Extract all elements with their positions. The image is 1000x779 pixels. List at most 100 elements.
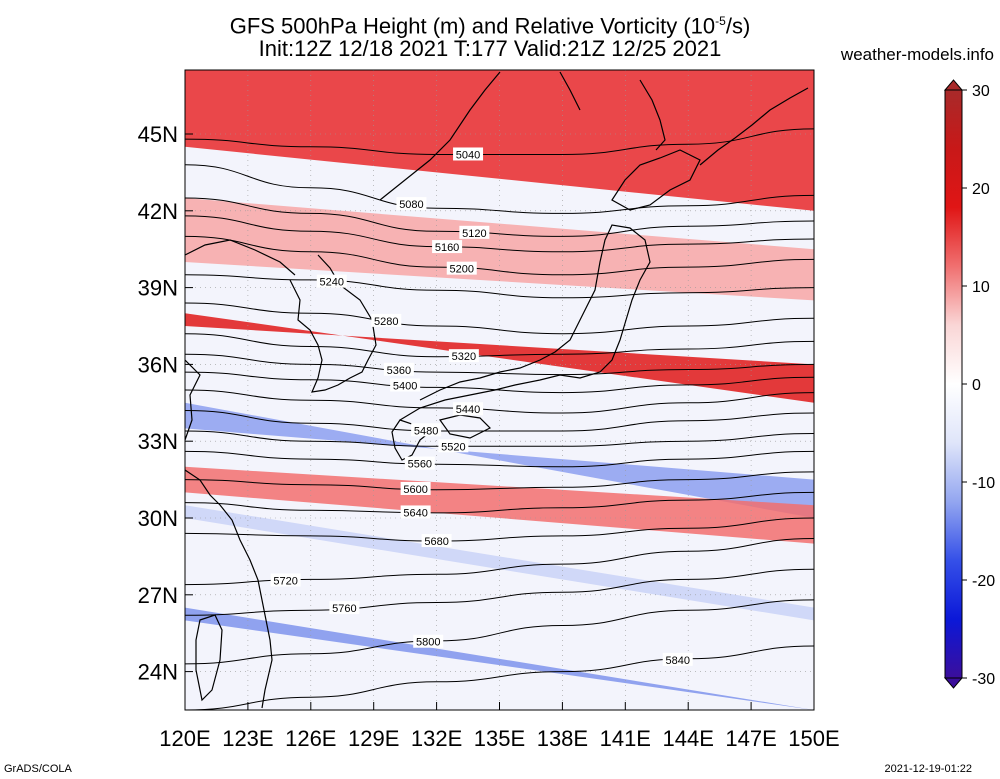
colorbar-top-arrow	[943, 79, 964, 91]
footer-software: GrADS/COLA	[4, 763, 72, 775]
colorbar-tick-label-1: 20	[972, 181, 990, 198]
y-tick-label-0: 45N	[138, 122, 178, 147]
y-tick-label-4: 33N	[138, 429, 178, 454]
contour-label-5040: 5040	[456, 149, 480, 161]
contour-label-bg-5640	[400, 505, 431, 519]
x-tick-label-7: 141E	[600, 726, 651, 751]
x-tick-label-2: 126E	[285, 726, 336, 751]
contour-line-5760	[185, 568, 814, 616]
brand-label: weather-models.info	[840, 45, 994, 64]
contour-line-5080	[185, 164, 814, 214]
colorbar-gradient	[944, 89, 963, 679]
x-tick-label-9: 147E	[725, 726, 776, 751]
contour-line-5440	[185, 389, 814, 414]
contour-label-5120: 5120	[462, 228, 486, 240]
contour-line-5560	[185, 450, 814, 468]
contour-line-5120	[185, 197, 814, 237]
contour-line-5040	[185, 128, 814, 155]
contour-label-bg-5120	[459, 225, 490, 239]
contour-label-5480: 5480	[414, 425, 438, 437]
contour-label-5200: 5200	[450, 264, 474, 276]
contour-line-5200	[185, 235, 814, 276]
y-tick-label-5: 30N	[138, 506, 178, 531]
y-tick-label-2: 39N	[138, 276, 178, 301]
x-tick-label-1: 123E	[222, 726, 273, 751]
coastline-kurils	[699, 87, 809, 166]
vorticity-band-2	[185, 313, 814, 403]
contour-label-bg-5440	[453, 402, 484, 416]
contour-label-bg-5600	[400, 481, 431, 495]
colorbar-tick-label-0: 30	[972, 83, 990, 100]
colorbar-ticks: 30 20 10 0 -10 -20 -30	[962, 83, 995, 688]
contour-label-5800: 5800	[416, 637, 440, 649]
contour-label-bg-5080	[396, 197, 427, 211]
chart-title-line2: Init:12Z 12/18 2021 T:177 Valid:21Z 12/2…	[258, 36, 722, 61]
contour-line-5320	[185, 333, 814, 358]
contour-label-bg-5480	[411, 423, 442, 437]
contour-label-5240: 5240	[320, 277, 344, 289]
contour-label-5600: 5600	[403, 484, 427, 496]
contour-label-5160: 5160	[435, 242, 459, 254]
contour-line-5680	[185, 517, 814, 542]
contour-label-bg-5560	[404, 456, 435, 470]
contour-label-bg-5520	[438, 439, 469, 453]
contour-label-5080: 5080	[399, 199, 423, 211]
x-axis: 120E 123E 126E 129E 132E 135E 138E 141E 144E 147E…	[159, 702, 840, 751]
y-tick-label-6: 27N	[138, 583, 178, 608]
x-tick-label-3: 129E	[348, 726, 399, 751]
contour-label-bg-5160	[432, 240, 463, 254]
contour-label-bg-5680	[421, 534, 452, 548]
contour-label-5840: 5840	[665, 655, 689, 667]
contour-label-5400: 5400	[393, 381, 417, 393]
x-tick-label-0: 120E	[159, 726, 210, 751]
coastline-russia	[379, 71, 581, 201]
title-exponent: -5	[715, 14, 726, 28]
contour-label-bg-5840	[662, 652, 693, 666]
contour-label-bg-5200	[446, 261, 477, 275]
colorbar-tick-label-2: 10	[972, 279, 990, 296]
contour-label-5520: 5520	[441, 441, 465, 453]
x-tick-label-10: 150E	[788, 726, 839, 751]
contour-label-5560: 5560	[408, 459, 432, 471]
contour-label-5280: 5280	[374, 316, 398, 328]
y-tick-label-1: 42N	[138, 199, 178, 224]
contour-label-bg-5360	[383, 362, 414, 376]
contour-line-5640	[185, 491, 814, 514]
x-tick-label-8: 144E	[663, 726, 714, 751]
contour-line-5480	[185, 410, 814, 432]
contour-line-5600	[185, 471, 814, 491]
vorticity-band-6	[185, 607, 814, 710]
footer-timestamp: 2021-12-19-01:22	[884, 763, 972, 775]
contour-label-bg-5800	[413, 634, 444, 648]
contour-line-5280	[185, 302, 814, 335]
contour-line-5800	[185, 599, 814, 665]
chart-title-line1: GFS 500hPa Height (m) and Relative Vorti…	[229, 13, 751, 39]
coastline-honshu	[399, 224, 651, 421]
colorbar: 30 20 10 0 -10 -20 -30	[943, 79, 995, 689]
y-tick-label-3: 36N	[138, 352, 178, 377]
contour-label-bg-5240	[316, 274, 347, 288]
contour-label-5440: 5440	[456, 404, 480, 416]
colorbar-bottom-arrow	[943, 677, 964, 689]
contour-label-bg-5760	[329, 601, 360, 615]
contour-line-5160	[185, 215, 814, 253]
colorbar-tick-label-5: -20	[972, 573, 995, 590]
contour-label-5360: 5360	[387, 365, 411, 377]
contour-label-5720: 5720	[273, 575, 297, 587]
colorbar-tick-label-6: -30	[972, 671, 995, 688]
x-tick-label-4: 132E	[411, 726, 462, 751]
contour-line-5360	[185, 353, 814, 376]
coastline-sakhalin	[639, 79, 666, 151]
coastline-hokkaido	[611, 149, 701, 211]
contour-line-5400	[185, 371, 814, 394]
colorbar-tick-label-3: 0	[972, 377, 981, 394]
coastline-taiwan	[195, 614, 223, 702]
contour-line-5840	[185, 645, 814, 710]
x-tick-label-6: 138E	[537, 726, 588, 751]
contour-label-5640: 5640	[403, 507, 427, 519]
x-tick-label-5: 135E	[474, 726, 525, 751]
y-axis: 45N 42N 39N 36N 33N 30N 27N 24N	[138, 122, 193, 685]
